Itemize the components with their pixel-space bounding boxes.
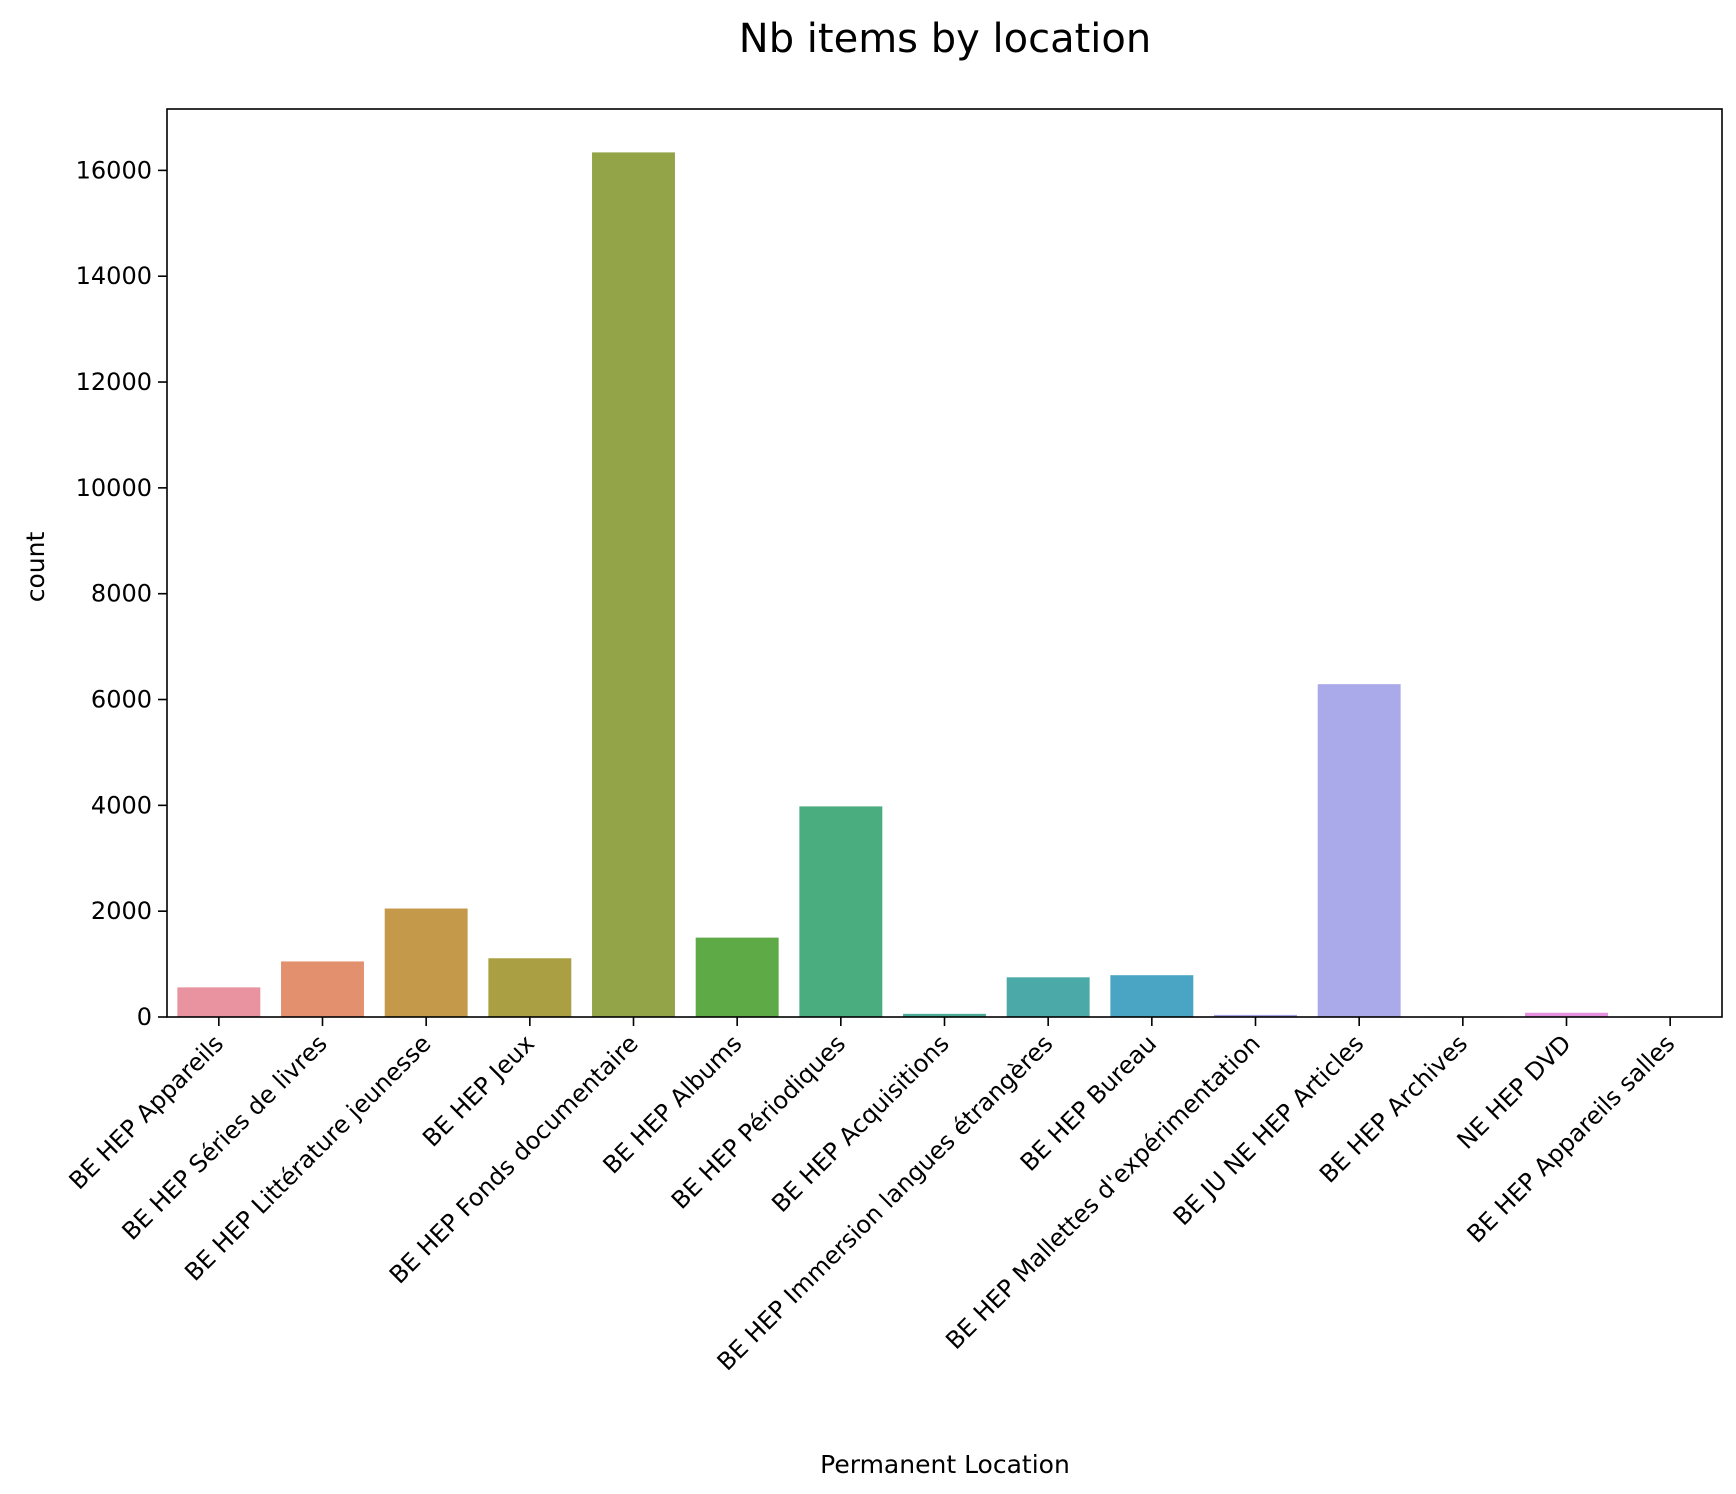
y-axis-label: count [21,532,50,603]
y-tick-label: 14000 [76,262,152,290]
x-tick-label: BE HEP Séries de livres [117,1029,333,1245]
y-tick-label: 0 [137,1003,152,1031]
bar [384,908,468,1017]
bar [695,937,779,1017]
chart-title: Nb items by location [739,16,1151,62]
y-axis: 0 2000 4000 6000 8000 10000 12000 14000 16000 [76,156,167,1031]
plot-frame [166,108,1723,1018]
y-tick-label: 16000 [76,156,152,184]
bar [592,152,675,1017]
y-tick-label: 6000 [91,686,152,714]
x-tick-label: BE HEP Acquisitions [766,1029,954,1217]
bar [281,961,364,1017]
bar [1525,1012,1608,1017]
bars-group [177,152,1712,1017]
y-tick-label: 12000 [76,368,152,396]
bar [799,806,883,1017]
x-axis-label: Permanent Location [820,1450,1070,1479]
bar [903,1013,986,1017]
x-tick-label: BE JU NE HEP Articles [1168,1029,1370,1231]
y-tick-label: 8000 [91,580,152,608]
y-tick-label: 4000 [91,791,152,819]
bar [1006,977,1090,1017]
bar [1110,975,1194,1017]
bar [1214,1014,1297,1017]
y-tick-label: 2000 [91,897,152,925]
y-tick-label: 10000 [76,474,152,502]
bar [1317,684,1401,1017]
bar [488,958,572,1017]
x-tick-label: BE HEP Appareils salles [1462,1029,1681,1248]
x-tick-label: BE HEP Périodiques [666,1029,851,1214]
bar [177,987,261,1017]
